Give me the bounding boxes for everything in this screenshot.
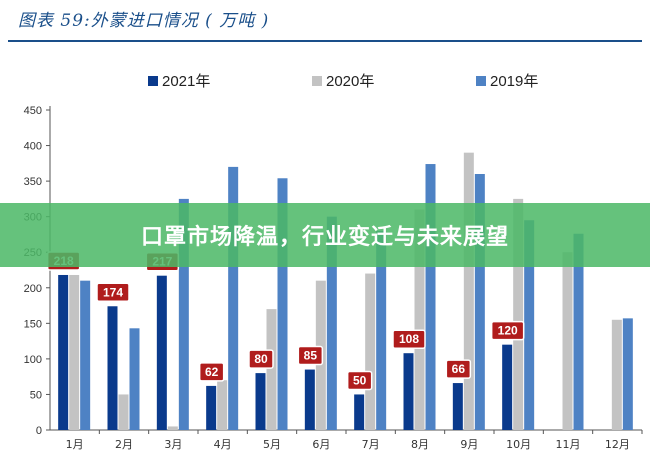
data-label: 174 <box>103 285 123 299</box>
y-tick-label: 0 <box>36 425 42 437</box>
legend-swatch-2021 <box>148 75 158 86</box>
bar-2020年-9月 <box>463 152 474 430</box>
data-label: 66 <box>452 362 466 376</box>
bar-2019年-7月 <box>376 230 387 430</box>
y-tick-label: 150 <box>24 318 42 330</box>
figure-title: 图表 59:外蒙进口情况 ( 万吨 ) <box>18 11 270 31</box>
bar-2019年-1月 <box>80 280 91 430</box>
legend-label-2019: 2019年 <box>490 73 539 90</box>
data-label: 50 <box>353 373 367 387</box>
data-label-box <box>96 282 130 303</box>
legend-item-2019: 2019年 <box>476 70 538 91</box>
y-tick-label: 100 <box>24 354 42 366</box>
data-label-box <box>248 349 274 369</box>
y-tick-label: 400 <box>24 141 42 153</box>
data-label: 108 <box>399 332 419 346</box>
bar-2020年-7月 <box>365 273 376 430</box>
bar-2021年-10月 <box>502 344 513 430</box>
bar-2019年-2月 <box>129 328 140 430</box>
x-tick-label: 3月 <box>164 438 182 451</box>
data-label: 120 <box>498 324 518 338</box>
data-label-box <box>445 359 472 379</box>
data-label-box <box>198 362 225 382</box>
data-label-box <box>346 370 373 391</box>
bar-2021年-2月 <box>107 306 118 430</box>
bar-2020年-2月 <box>118 394 129 430</box>
bar-2020年-12月 <box>611 319 622 430</box>
legend-label-2021: 2021年 <box>162 73 211 90</box>
bar-2019年-5月 <box>277 178 288 430</box>
bar-2019年-8月 <box>425 164 436 431</box>
bar-2021年-8月 <box>403 353 414 430</box>
x-tick-label: 9月 <box>460 438 478 451</box>
bar-2019年-4月 <box>228 166 239 430</box>
x-tick-label: 11月 <box>556 438 581 451</box>
x-tick-label: 10月 <box>506 438 531 451</box>
bar-2021年-9月 <box>452 383 463 430</box>
x-tick-label: 2月 <box>115 438 133 451</box>
bar-2019年-11月 <box>573 233 584 430</box>
x-tick-label: 1月 <box>66 438 84 451</box>
data-label: 62 <box>205 365 219 379</box>
banner-text: 口罩市场降温，行业变迁与未来展望 <box>140 225 509 250</box>
legend-item-2020: 2020年 <box>312 70 374 91</box>
bar-2020年-3月 <box>167 426 178 430</box>
y-tick-label: 200 <box>24 283 42 295</box>
bar-2020年-8月 <box>414 209 425 430</box>
x-tick-label: 4月 <box>214 438 232 451</box>
data-label: 80 <box>254 352 268 366</box>
data-label: 85 <box>304 349 318 363</box>
bar-2021年-6月 <box>304 369 315 430</box>
legend: 2021年 2020年 2019年 <box>0 70 650 90</box>
bar-2020年-5月 <box>266 309 277 430</box>
bar-2020年-1月 <box>69 274 80 430</box>
data-label-box <box>392 329 426 349</box>
bar-2019年-9月 <box>474 174 485 430</box>
title-rule <box>8 40 642 42</box>
bar-2019年-6月 <box>326 216 337 430</box>
y-tick-label: 450 <box>24 105 42 117</box>
bar-2021年-7月 <box>354 394 365 430</box>
x-tick-label: 7月 <box>362 438 380 451</box>
data-label-box <box>297 345 324 366</box>
y-tick-label: 350 <box>24 176 42 188</box>
legend-label-2020: 2020年 <box>326 73 375 90</box>
legend-swatch-2020 <box>312 75 322 86</box>
x-tick-label: 8月 <box>411 438 429 451</box>
bar-2020年-10月 <box>513 198 524 430</box>
bar-2020年-11月 <box>562 252 573 430</box>
data-label-box <box>490 320 525 341</box>
bar-2021年-4月 <box>206 385 217 430</box>
y-tick-label: 50 <box>30 389 42 401</box>
x-tick-label: 12月 <box>605 438 630 451</box>
bar-2019年-12月 <box>622 318 633 430</box>
x-tick-label: 5月 <box>263 438 281 451</box>
bar-2021年-3月 <box>156 275 167 430</box>
overlay-banner: 口罩市场降温，行业变迁与未来展望 <box>0 203 650 267</box>
x-tick-label: 6月 <box>312 438 330 451</box>
bar-2019年-3月 <box>178 198 189 430</box>
bar-2021年-5月 <box>255 373 266 430</box>
legend-item-2021: 2021年 <box>148 70 210 91</box>
bar-2019年-10月 <box>524 220 535 430</box>
bar-2020年-4月 <box>217 380 228 430</box>
bar-2021年-1月 <box>58 274 69 430</box>
legend-swatch-2019 <box>476 75 486 86</box>
